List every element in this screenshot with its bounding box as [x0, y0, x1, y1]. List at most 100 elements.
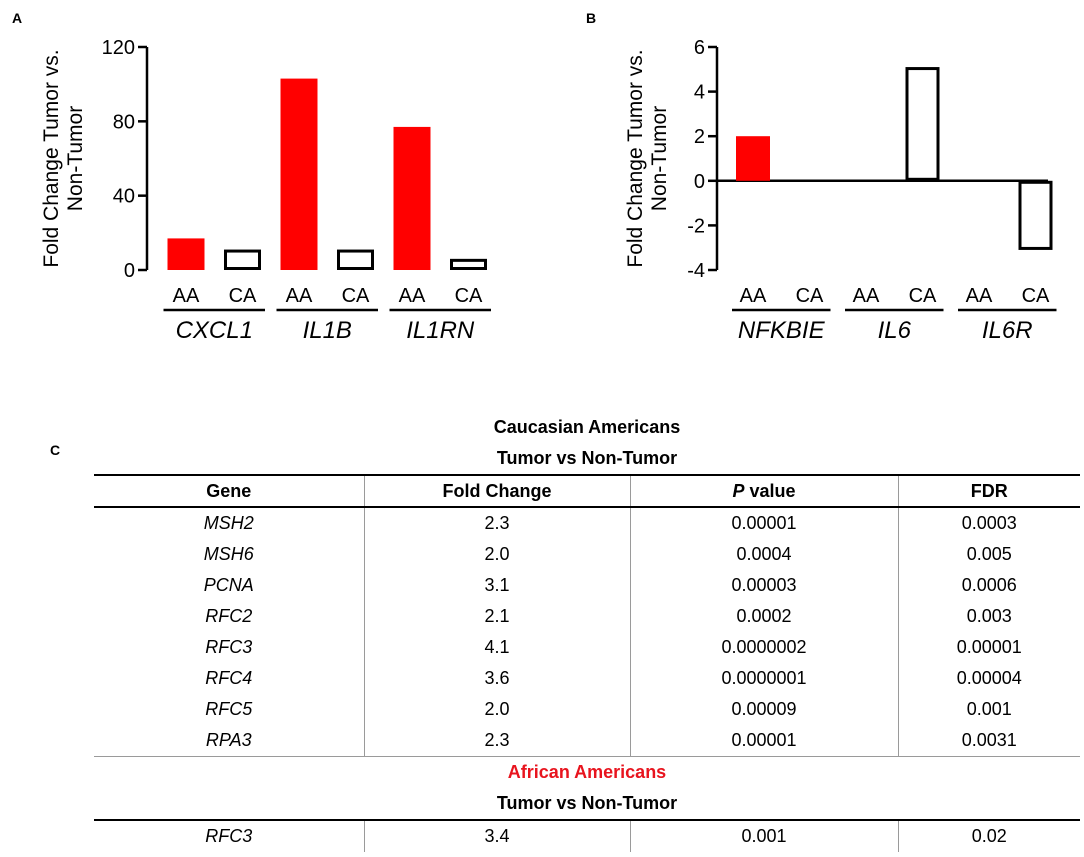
cell-gene: RFC3 — [205, 637, 253, 657]
header-p-value: P value — [629, 474, 898, 508]
y-tick-label: -4 — [687, 260, 705, 282]
panel-label-b: B — [586, 10, 597, 26]
y-tick-label: 4 — [694, 82, 705, 104]
cell-fdr: 0.0003 — [897, 507, 1080, 539]
y-axis-label-line-1: Fold Change Tumor vs. — [40, 49, 63, 267]
cell-p: 0.001 — [629, 819, 898, 852]
ca-table: Gene Fold Change P value FDR MSH2 2.3 0.… — [94, 474, 1080, 757]
table-row: RFC5 2.0 0.00009 0.001 — [94, 694, 1080, 725]
table-row: RFC3 4.1 0.0000002 0.00001 — [94, 632, 1080, 663]
y-tick-label: 0 — [694, 171, 705, 193]
table-row: RPA3 2.3 0.00001 0.0031 — [94, 725, 1080, 757]
cell-p: 0.00003 — [629, 570, 898, 601]
y-tick-label: 2 — [694, 126, 705, 148]
bar-label: CA — [909, 285, 937, 307]
bar-label: CA — [342, 285, 370, 307]
aa-table: RFC3 3.4 0.001 0.02 — [94, 819, 1080, 852]
cell-gene: PCNA — [203, 575, 254, 595]
cell-fdr: 0.00001 — [897, 632, 1080, 663]
cell-fold: 2.0 — [363, 694, 630, 725]
cell-gene: RFC4 — [205, 668, 253, 688]
cell-p: 0.0000002 — [629, 632, 898, 663]
chart-a: 0 40 80 120 Fold Change Tumor vs.Non-Tumor AA… — [40, 37, 491, 344]
y-tick-label: 40 — [113, 186, 135, 208]
y-tick-label: 80 — [113, 111, 135, 133]
table-row: RFC2 2.1 0.0002 0.003 — [94, 601, 1080, 632]
table-subtitle: Tumor vs Non-Tumor — [496, 448, 678, 468]
cell-gene: RFC3 — [94, 819, 364, 852]
cell-p: 0.00001 — [629, 725, 898, 757]
bar-label: AA — [286, 285, 313, 307]
group-label-il1b: IL1B — [303, 317, 352, 344]
y-axis-label: Fold Change Tumor vs.Non-Tumor — [624, 49, 671, 267]
header-fdr: FDR — [897, 474, 1080, 508]
cell-fold: 3.4 — [363, 819, 630, 852]
group-label-cxcl1: CXCL1 — [176, 317, 253, 344]
table-row: PCNA 3.1 0.00003 0.0006 — [94, 570, 1080, 601]
bar-cxcl1-ca — [224, 249, 261, 270]
cell-fold: 3.6 — [363, 663, 630, 694]
bar-label: AA — [173, 285, 200, 307]
header-fold-change: Fold Change — [363, 474, 630, 508]
y-axis-label: Fold Change Tumor vs.Non-Tumor — [40, 49, 87, 267]
bar-il1rn-ca — [450, 258, 487, 271]
cell-fdr: 0.0006 — [897, 570, 1080, 601]
y-tick-label: -2 — [687, 215, 705, 237]
cell-p: 0.0004 — [629, 539, 898, 570]
group-label-il6: IL6 — [878, 317, 912, 344]
table-row: MSH2 2.3 0.00001 0.0003 — [94, 507, 1080, 539]
results-table-section: Caucasian Americans Tumor vs Non-Tumor G… — [94, 412, 1080, 852]
cell-fdr: 0.00004 — [897, 663, 1080, 694]
bar-il6r-ca — [1018, 180, 1053, 250]
cell-fold: 2.0 — [363, 539, 630, 570]
cell-gene: RPA3 — [94, 725, 364, 757]
bar-nfkbie-aa — [736, 136, 770, 181]
cell-fold: 2.3 — [363, 725, 630, 757]
cell-p: 0.00001 — [629, 507, 898, 539]
cell-fdr: 0.005 — [897, 539, 1080, 570]
cell-gene: MSH2 — [203, 513, 254, 533]
cell-fdr: 0.0031 — [897, 725, 1080, 757]
y-tick-label: 6 — [694, 37, 705, 59]
cell-p: 0.00009 — [629, 694, 898, 725]
y-tick-label: 120 — [102, 37, 135, 59]
table-row: MSH6 2.0 0.0004 0.005 — [94, 539, 1080, 570]
bar-label: AA — [740, 285, 767, 307]
bar-il1rn-aa — [393, 126, 431, 271]
table-row: RFC3 3.4 0.001 0.02 — [94, 819, 1080, 852]
bar-label: CA — [455, 285, 483, 307]
group-label-nfkbie: NFKBIE — [738, 317, 826, 344]
panel-label-c: C — [50, 442, 61, 458]
bar-il6-ca — [905, 67, 940, 181]
chart-b: -4 -2 0 2 4 6 Fold Change Tumor vs.Non-Tumor AA… — [624, 37, 1057, 344]
bar-label: CA — [1022, 285, 1050, 307]
cell-p: 0.0002 — [629, 601, 898, 632]
y-axis-label-line-2: Non-Tumor — [648, 106, 671, 211]
table-header-row: Gene Fold Change P value FDR — [94, 474, 1080, 508]
cell-fold: 3.1 — [363, 570, 630, 601]
aa-table-subtitle: Tumor vs Non-Tumor — [496, 793, 678, 813]
cell-fold: 2.3 — [363, 507, 630, 539]
y-axis-label-line-2: Non-Tumor — [64, 106, 87, 211]
cell-fold: 2.1 — [363, 601, 630, 632]
table-title: Caucasian Americans — [493, 417, 681, 437]
panel-label-a: A — [12, 10, 23, 26]
group-label-il1rn: IL1RN — [406, 317, 475, 344]
header-gene: Gene — [94, 474, 364, 508]
group-label-il6r: IL6R — [982, 317, 1033, 344]
bar-label: AA — [399, 285, 426, 307]
bar-label: AA — [853, 285, 880, 307]
cell-gene: RFC2 — [205, 606, 253, 626]
cell-gene: RFC5 — [205, 699, 253, 719]
bar-il1b-ca — [337, 249, 374, 270]
aa-table-title: African Americans — [507, 762, 667, 782]
table-row: RFC4 3.6 0.0000001 0.00004 — [94, 663, 1080, 694]
bar-label: AA — [966, 285, 993, 307]
bar-il1b-aa — [280, 78, 318, 270]
y-tick-label: 0 — [124, 260, 135, 282]
cell-gene: MSH6 — [203, 544, 254, 564]
y-axis-label-line-1: Fold Change Tumor vs. — [624, 49, 647, 267]
cell-fdr: 0.001 — [897, 694, 1080, 725]
cell-fdr: 0.02 — [897, 819, 1080, 852]
cell-fold: 4.1 — [363, 632, 630, 663]
